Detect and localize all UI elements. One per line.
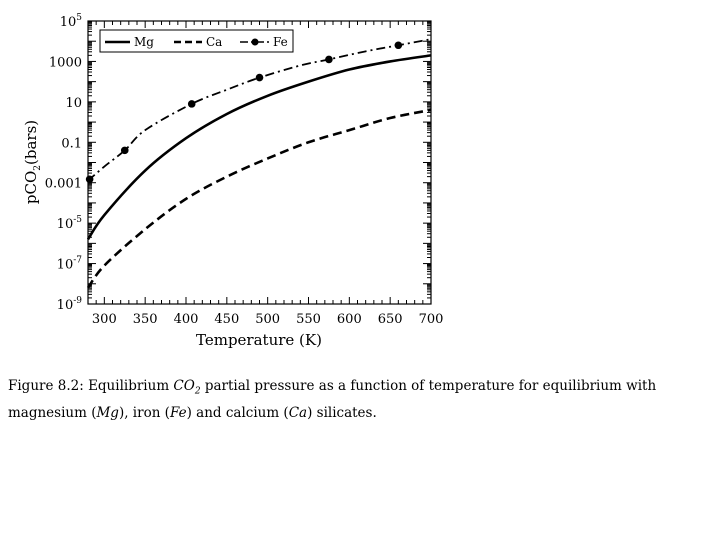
y-tick-label: 105 (60, 13, 83, 30)
caption-mid1: partial pressure as a function of temper… (8, 378, 657, 421)
series-fe-marker (255, 73, 264, 82)
caption-co2-sub: 2 (194, 386, 201, 397)
legend-fe-marker (251, 38, 259, 46)
series-fe-marker (325, 55, 333, 64)
y-tick-labels: 10-9 10-7 10-5 0.001 0.1 10 1000 105 (45, 13, 82, 313)
x-tick-label: 500 (255, 312, 280, 327)
x-tick-label: 300 (92, 312, 117, 327)
caption-mid2: ), iron ( (118, 404, 170, 421)
x-tick-label: 550 (296, 312, 321, 327)
series-mg-line (86, 54, 432, 241)
y-tick-label: 1000 (49, 55, 82, 70)
legend-ca-label: Ca (206, 35, 222, 49)
legend: Mg Ca Fe (99, 29, 294, 53)
series-fe-line (87, 38, 432, 182)
x-tick-label: 700 (419, 312, 444, 327)
legend-mg-label: Mg (134, 35, 154, 49)
y-tick-label: 10 (65, 96, 82, 111)
caption-ca: Ca (288, 404, 308, 421)
y-axis-title-main: pCO (22, 171, 40, 204)
series-fe-marker (120, 146, 129, 155)
y-tick-label: 0.1 (61, 136, 82, 151)
y-tick-label: 0.001 (45, 177, 82, 192)
y-axis-title: pCO2(bars) (22, 120, 43, 204)
x-tick-label: 650 (378, 312, 403, 327)
equilibrium-chart: 300 350 400 450 500 550 600 650 700 10-9 10-7 10-5… (22, 13, 443, 349)
series-fe-marker (394, 41, 403, 50)
y-axis-title-sub: 2 (33, 165, 43, 171)
axis-ticks (87, 21, 432, 305)
x-tick-label: 400 (174, 312, 199, 327)
x-tick-label: 450 (214, 312, 239, 327)
figure-caption: Figure 8.2: Equilibrium CO2 partial pres… (8, 376, 716, 424)
caption-end: ) silicates. (307, 404, 377, 421)
series-layer (85, 38, 432, 289)
series-fe-marker (85, 175, 94, 184)
x-axis-title: Temperature (K) (196, 331, 322, 349)
caption-co2: CO (173, 378, 195, 394)
caption-mid3: ) and calcium ( (186, 404, 289, 421)
series-fe-marker (187, 100, 196, 108)
legend-fe-label: Fe (273, 35, 288, 49)
x-tick-labels: 300 350 400 450 500 550 600 650 700 (92, 312, 443, 327)
caption-prefix: Figure 8.2: Equilibrium (8, 378, 174, 394)
svg-text:pCO2(bars): pCO2(bars) (22, 120, 43, 204)
series-ca-line (86, 108, 432, 289)
y-axis-title-units: (bars) (22, 120, 40, 165)
caption-fe: Fe (169, 404, 187, 421)
y-tick-label: 10-5 (57, 215, 83, 232)
caption-mg: Mg (96, 404, 119, 421)
x-tick-label: 600 (337, 312, 362, 327)
y-tick-label: 10-9 (57, 296, 83, 313)
x-tick-label: 350 (133, 312, 158, 327)
y-tick-label: 10-7 (57, 256, 83, 273)
